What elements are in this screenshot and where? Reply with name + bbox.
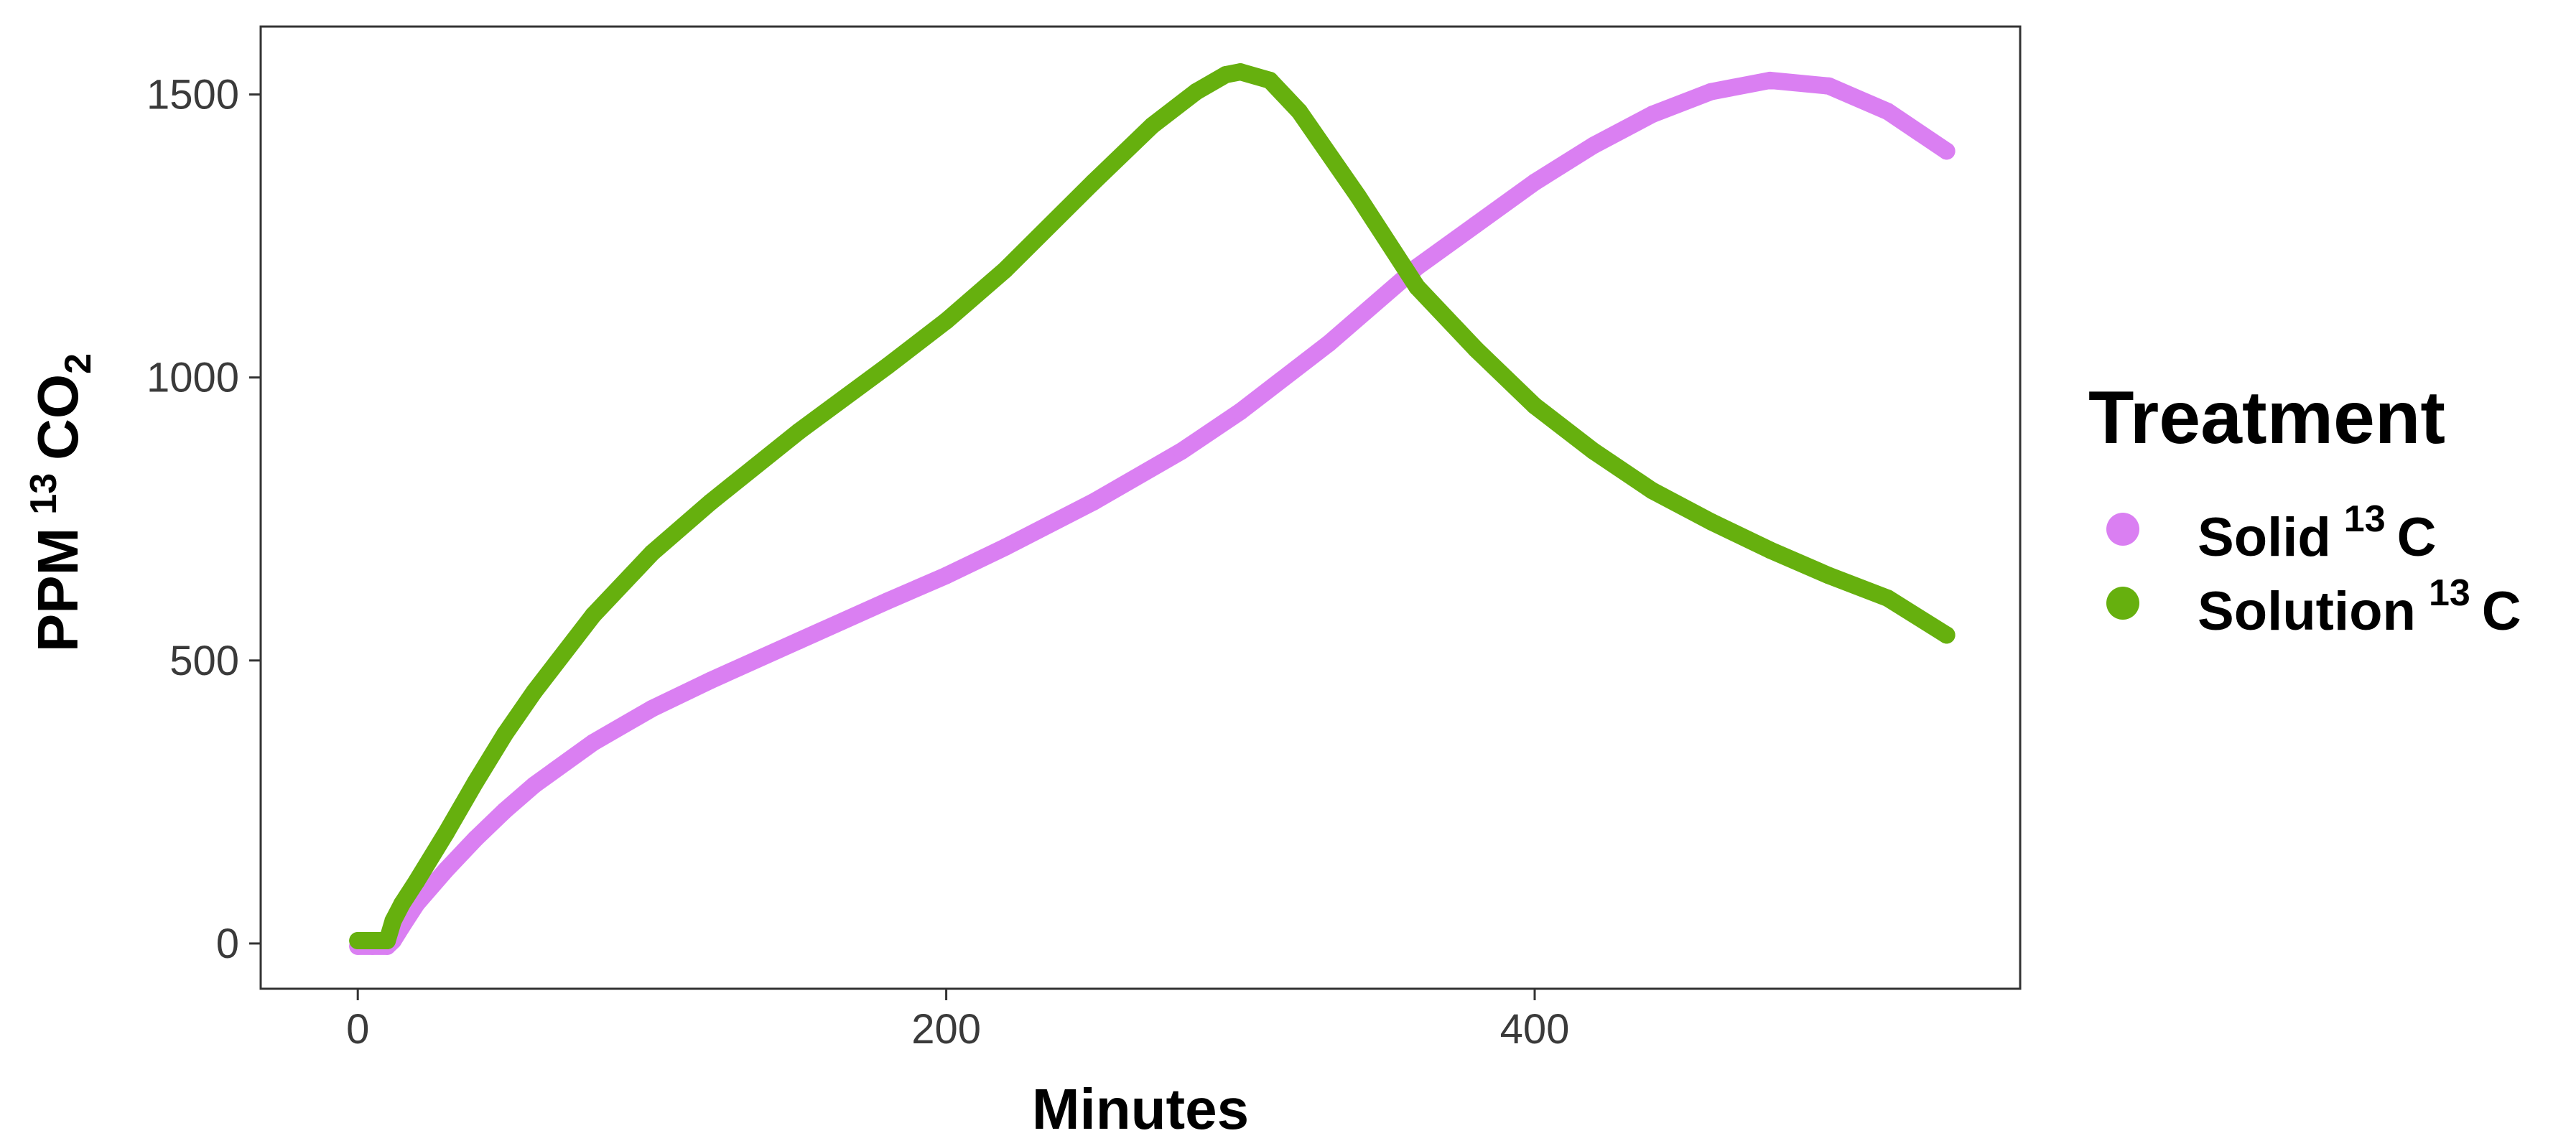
data-point	[1879, 590, 1897, 607]
legend-entry-solution: Solution 13 C	[2106, 572, 2521, 642]
data-point	[467, 773, 485, 791]
y-tick-label: 1000	[147, 355, 239, 401]
data-point	[643, 544, 661, 562]
data-point	[1084, 173, 1102, 191]
data-point	[1938, 626, 1956, 644]
data-point	[384, 912, 402, 930]
legend: Treatment Solid 13 C Solution 13 C	[2088, 376, 2521, 642]
legend-label-solution: Solution 13 C	[2198, 572, 2521, 642]
series-solid	[349, 71, 1956, 955]
data-point	[790, 632, 808, 650]
data-point	[393, 895, 411, 913]
data-point	[1261, 71, 1279, 89]
x-tick-label: 0	[346, 1006, 369, 1053]
data-point	[937, 312, 955, 330]
data-point	[1232, 403, 1250, 420]
legend-entry-solid: Solid 13 C	[2106, 498, 2437, 568]
data-point	[584, 734, 602, 752]
data-point	[496, 725, 514, 743]
data-point	[437, 861, 455, 879]
data-point	[1938, 142, 1956, 160]
legend-swatch-solution	[2106, 587, 2139, 620]
y-axis-title-isotope: 13	[23, 473, 65, 515]
data-point	[1702, 83, 1720, 101]
data-point	[1879, 103, 1897, 121]
panel-border	[259, 25, 2022, 990]
data-point	[790, 422, 808, 440]
data-point	[437, 824, 455, 842]
data-point	[1232, 63, 1250, 81]
axes: 0 200 400 0 500 1000 1500	[147, 25, 2022, 1053]
data-point	[378, 932, 396, 949]
data-point	[1702, 513, 1720, 531]
data-point	[643, 699, 661, 717]
data-point	[1643, 106, 1661, 124]
series-solution	[349, 63, 1956, 949]
data-point	[1820, 77, 1838, 95]
data-point	[1820, 567, 1838, 584]
x-tick-label: 200	[911, 1006, 981, 1053]
data-point	[408, 872, 426, 890]
data-point	[349, 932, 367, 949]
y-axis-title-subscript: 2	[57, 353, 99, 374]
data-point	[467, 830, 485, 848]
plot-area	[349, 63, 1956, 955]
data-point	[1467, 340, 1485, 358]
y-tick-label: 500	[169, 638, 239, 684]
data-point	[1187, 83, 1205, 101]
data-point	[1584, 136, 1602, 154]
legend-label-solid: Solid 13 C	[2198, 498, 2437, 568]
data-point	[1143, 116, 1161, 134]
legend-swatch-solid	[2106, 513, 2139, 546]
y-axis-title: PPM 13 CO2	[23, 353, 99, 652]
data-point	[702, 671, 720, 689]
x-tick-label: 400	[1500, 1006, 1570, 1053]
y-tick-label: 0	[216, 921, 239, 967]
data-point	[584, 606, 602, 624]
data-point	[1173, 442, 1191, 460]
y-tick-label: 1500	[147, 72, 239, 118]
data-point	[526, 776, 544, 794]
x-axis-title: Minutes	[1032, 1077, 1249, 1141]
data-point	[996, 261, 1014, 279]
data-point	[702, 493, 720, 511]
data-point	[1408, 278, 1426, 296]
data-point	[1349, 187, 1367, 205]
data-point	[1084, 493, 1102, 511]
y-axis-title-main: PPM	[26, 528, 90, 652]
data-point	[1761, 71, 1779, 89]
data-point	[1217, 66, 1234, 83]
data-point	[878, 357, 896, 375]
data-point	[496, 801, 514, 819]
data-point	[878, 592, 896, 610]
data-point	[1525, 397, 1543, 415]
data-point	[526, 683, 544, 701]
data-point	[1525, 173, 1543, 191]
data-point	[363, 932, 381, 949]
data-point	[1643, 482, 1661, 500]
y-axis-title-species: CO	[26, 374, 90, 460]
data-point	[1467, 215, 1485, 233]
legend-title: Treatment	[2088, 376, 2445, 460]
data-point	[1761, 541, 1779, 559]
data-point	[937, 567, 955, 584]
data-point	[1291, 103, 1308, 121]
data-point	[996, 539, 1014, 556]
series-line	[349, 63, 1956, 949]
data-point	[1584, 442, 1602, 460]
data-point	[1320, 335, 1338, 353]
